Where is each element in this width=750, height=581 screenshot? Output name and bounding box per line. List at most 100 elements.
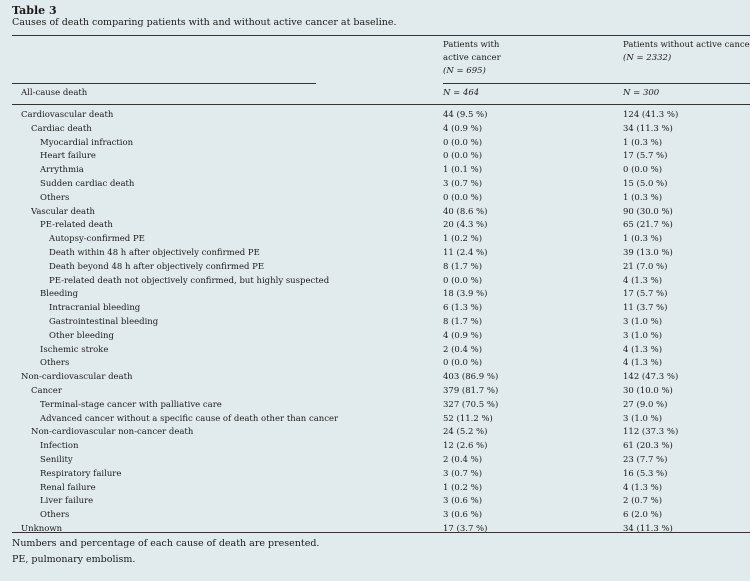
row-col1: 379 (81.7 %) (443, 386, 499, 396)
row-col1: 2 (0.4 %) (443, 455, 483, 465)
table-row: Infection 12 (2.6 %) 61 (20.3 %) (0, 440, 750, 454)
row-col2: 1 (0.3 %) (623, 137, 663, 148)
row-col1: 0 (0.0 %) (443, 275, 483, 286)
row-col2: 4 (1.3 %) (623, 358, 663, 369)
row-label: Advanced cancer without a specific cause… (40, 413, 339, 424)
table-row: Death within 48 h after objectively conf… (0, 247, 750, 261)
table-row: Death beyond 48 h after objectively conf… (0, 261, 750, 275)
col2-header-line1: Patients without active cancer (623, 40, 750, 50)
row-col1: 8 (1.7 %) (443, 261, 483, 272)
row-col1: 1 (0.2 %) (443, 482, 483, 493)
table-label: Table 3 (12, 4, 57, 17)
all-cause-row: All-cause death N = 464 N = 300 (0, 87, 750, 101)
row-col1: 1 (0.1 %) (443, 165, 483, 176)
row-col2: 2 (0.7 %) (623, 496, 663, 507)
top-rule (12, 35, 750, 36)
row-col2: 39 (13.0 %) (623, 248, 673, 258)
row-col1: 0 (0.0 %) (443, 358, 483, 369)
row-col1: 52 (11.2 %) (443, 413, 493, 424)
row-label: Non-cardiovascular death (21, 372, 133, 383)
table-row: Sudden cardiac death 3 (0.7 %) 15 (5.0 %) (0, 178, 750, 192)
table-row: Terminal-stage cancer with palliative ca… (0, 399, 750, 413)
row-col2: 34 (11.3 %) (623, 123, 673, 134)
row-label: Unknown (21, 524, 63, 534)
row-col2: 65 (21.7 %) (623, 220, 673, 231)
row-col2: 3 (1.0 %) (623, 317, 663, 327)
table-caption: Causes of death comparing patients with … (12, 17, 397, 28)
row-label: Infection (40, 441, 79, 452)
table-row: Other bleeding 4 (0.9 %) 3 (1.0 %) (0, 330, 750, 344)
row-col2: 4 (1.3 %) (623, 275, 663, 286)
row-col2: 142 (47.3 %) (623, 372, 679, 383)
table-row: Respiratory failure 3 (0.7 %) 16 (5.3 %) (0, 468, 750, 482)
table-row: Ischemic stroke 2 (0.4 %) 4 (1.3 %) (0, 344, 750, 358)
table-row: Non-cardiovascular death 403 (86.9 %) 142 … (0, 371, 750, 385)
row-col2: 23 (7.7 %) (623, 455, 668, 465)
table-row: Autopsy-confirmed PE 1 (0.2 %) 1 (0.3 %) (0, 233, 750, 247)
row-col1: 8 (1.7 %) (443, 317, 483, 327)
row-col1: 3 (0.7 %) (443, 179, 483, 189)
row-label: Cardiovascular death (21, 110, 114, 120)
row-col1: 4 (0.9 %) (443, 330, 483, 341)
row-label: Others (40, 358, 70, 369)
row-col1: 1 (0.2 %) (443, 234, 483, 245)
row-col2: 17 (5.7 %) (623, 289, 668, 300)
row-col2: 6 (2.0 %) (623, 510, 663, 521)
row-label: Non-cardiovascular non-cancer death (31, 427, 194, 438)
row-col1: 12 (2.6 %) (443, 441, 488, 452)
row-col2: 11 (3.7 %) (623, 303, 668, 314)
row-col1: 327 (70.5 %) (443, 399, 499, 410)
row-label: Cardiac death (31, 123, 92, 134)
row-label: Terminal-stage cancer with palliative ca… (40, 399, 222, 410)
row-col2: 3 (1.0 %) (623, 330, 663, 341)
header-rule-right (443, 83, 750, 84)
row-col2: 34 (11.3 %) (623, 524, 673, 534)
col2-header: Patients without active cancer (N = 2332… (623, 39, 750, 65)
row-label: Death beyond 48 h after objectively conf… (49, 261, 265, 272)
row-col1: 0 (0.0 %) (443, 137, 483, 148)
row-col1: 3 (0.6 %) (443, 496, 483, 507)
table-row: Heart failure 0 (0.0 %) 17 (5.7 %) (0, 150, 750, 164)
table-row: Senility 2 (0.4 %) 23 (7.7 %) (0, 454, 750, 468)
col2-header-n: (N = 2332) (623, 53, 672, 63)
table-row: Non-cardiovascular non-cancer death 24 (5… (0, 426, 750, 440)
row-col1: 44 (9.5 %) (443, 110, 488, 120)
col1-header-line1: Patients with (443, 40, 500, 50)
table-row: Bleeding 18 (3.9 %) 17 (5.7 %) (0, 288, 750, 302)
row-label: Myocardial infraction (40, 137, 134, 148)
row-label: Gastrointestinal bleeding (49, 317, 159, 327)
row-col2: 124 (41.3 %) (623, 110, 679, 120)
row-col1: 6 (1.3 %) (443, 303, 483, 314)
row-col2: 4 (1.3 %) (623, 344, 663, 355)
row-label: Ischemic stroke (40, 344, 109, 355)
col1-header-n: (N = 695) (443, 66, 486, 76)
table-row: Liver failure 3 (0.6 %) 2 (0.7 %) (0, 495, 750, 509)
row-col2: 1 (0.3 %) (623, 192, 663, 203)
row-col1: 17 (3.7 %) (443, 524, 488, 534)
row-label: Others (40, 510, 70, 521)
row-col2: 30 (10.0 %) (623, 386, 673, 396)
table-row: PE-related death not objectively confirm… (0, 275, 750, 289)
row-label: Intracranial bleeding (49, 303, 141, 314)
all-cause-rule (12, 104, 750, 105)
row-col1: 403 (86.9 %) (443, 372, 499, 383)
row-label: Autopsy-confirmed PE (49, 234, 145, 245)
table-row: Others 0 (0.0 %) 4 (1.3 %) (0, 357, 750, 371)
row-col2: 27 (9.0 %) (623, 399, 668, 410)
table-row: Unknown 17 (3.7 %) 34 (11.3 %) (0, 523, 750, 537)
row-label: Liver failure (40, 496, 94, 507)
table-row: Others 0 (0.0 %) 1 (0.3 %) (0, 192, 750, 206)
row-col1: 24 (5.2 %) (443, 427, 488, 438)
row-label: Cancer (31, 386, 62, 396)
row-col2: 15 (5.0 %) (623, 179, 668, 189)
row-label: Other bleeding (49, 330, 114, 341)
row-col1: 4 (0.9 %) (443, 123, 483, 134)
row-label: PE-related death (40, 220, 113, 231)
row-col1: 20 (4.3 %) (443, 220, 488, 231)
table-row: Arrythmia 1 (0.1 %) 0 (0.0 %) (0, 164, 750, 178)
row-col1: 3 (0.7 %) (443, 468, 483, 479)
row-col2: 16 (5.3 %) (623, 468, 668, 479)
row-label: Vascular death (31, 206, 96, 217)
row-col2: 61 (20.3 %) (623, 441, 673, 452)
row-label: Others (40, 192, 70, 203)
